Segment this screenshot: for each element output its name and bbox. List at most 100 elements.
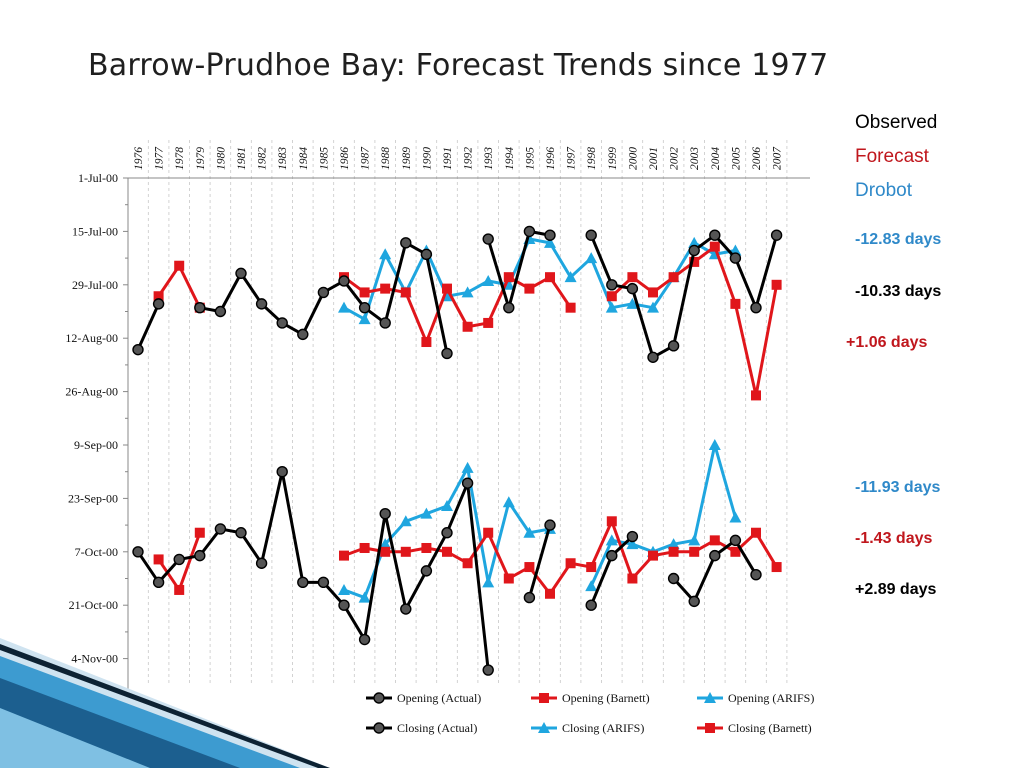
legend-swatch-marker	[373, 722, 385, 734]
y-tick-label: 21-Oct-00	[69, 598, 118, 612]
data-point	[545, 588, 555, 599]
data-point	[461, 461, 474, 473]
legend-swatch-marker	[539, 693, 549, 703]
series-line	[486, 229, 551, 310]
y-tick-label: 26-Aug-00	[65, 385, 118, 399]
data-point	[709, 549, 721, 562]
x-tick-label: 1999	[607, 147, 619, 170]
data-point	[647, 301, 659, 313]
data-point	[523, 591, 536, 604]
y-tick-label: 23-Sep-00	[68, 491, 118, 505]
x-tick-label: 1992	[463, 147, 475, 170]
data-point	[523, 526, 536, 538]
data-point	[729, 534, 742, 547]
data-point	[338, 275, 350, 287]
data-point	[276, 317, 288, 329]
legend-entry: Closing (Actual)	[366, 721, 477, 735]
data-point	[462, 321, 473, 332]
legend-entry: Closing (ARIFS)	[531, 721, 644, 735]
data-point	[626, 538, 639, 550]
data-point	[751, 527, 761, 538]
data-point	[194, 527, 205, 538]
x-tick-label: 1989	[401, 147, 413, 170]
legend-swatch-marker	[538, 722, 550, 733]
series-closing-actual-	[132, 466, 762, 676]
series-line	[589, 233, 779, 359]
data-point	[605, 534, 618, 546]
data-point	[627, 272, 638, 283]
data-point	[421, 542, 432, 553]
data-point	[380, 546, 391, 557]
x-tick-label: 2002	[669, 147, 681, 170]
data-point	[420, 248, 433, 260]
data-point	[503, 573, 514, 584]
data-point	[358, 633, 371, 646]
data-point	[483, 317, 494, 328]
data-point	[379, 317, 391, 329]
data-point	[585, 580, 598, 592]
x-tick-label: 1981	[236, 147, 248, 170]
data-point	[421, 337, 432, 348]
y-tick-label: 12-Aug-00	[65, 331, 118, 345]
series-line	[610, 245, 779, 397]
data-point	[214, 305, 227, 318]
legend-label: Closing (Actual)	[397, 721, 477, 735]
axis-layer: 1976 1977 1978 1979 1980 1981 1982 1983 1984 1985…	[65, 146, 810, 706]
data-point	[586, 562, 597, 573]
data-point	[483, 527, 494, 538]
data-point	[626, 297, 639, 309]
corner-decoration	[0, 638, 330, 768]
legend-label: Opening (Barnett)	[562, 691, 650, 705]
data-point	[667, 572, 680, 585]
data-point	[565, 558, 576, 569]
data-point	[585, 599, 597, 611]
data-point	[647, 351, 659, 363]
data-point	[338, 583, 350, 595]
data-point	[708, 439, 721, 450]
y-tick-label: 9-Sep-00	[74, 438, 118, 452]
legend-entry: Opening (Actual)	[366, 691, 481, 705]
data-point	[379, 507, 391, 520]
data-point	[606, 549, 618, 562]
data-point	[379, 248, 392, 260]
legend-label: Closing (ARIFS)	[562, 721, 644, 735]
series-line	[199, 241, 449, 354]
data-point	[358, 591, 371, 603]
data-point	[606, 516, 617, 527]
legend-swatch-marker	[373, 692, 385, 704]
slide-title: Barrow-Prudhoe Bay: Forecast Trends sinc…	[88, 48, 829, 83]
data-point	[132, 546, 144, 558]
x-tick-label: 1997	[566, 146, 578, 170]
data-point	[380, 283, 391, 294]
x-tick-label: 1988	[380, 147, 392, 170]
data-point	[317, 286, 330, 299]
data-point	[442, 546, 452, 557]
data-point	[627, 573, 638, 584]
legend-label: Opening (Actual)	[397, 691, 481, 705]
x-tick-label: 2006	[751, 147, 763, 170]
data-point	[503, 272, 514, 283]
data-point	[545, 272, 555, 283]
data-point	[709, 229, 721, 241]
data-point	[626, 282, 639, 295]
x-tick-label: 1993	[483, 147, 495, 170]
data-point	[482, 233, 494, 245]
data-point	[503, 301, 515, 314]
data-point	[648, 287, 658, 298]
data-point	[750, 301, 762, 314]
data-point	[173, 553, 185, 566]
data-point	[339, 550, 349, 561]
x-tick-label: 1979	[195, 147, 207, 170]
legend-entry: Opening (ARIFS)	[697, 691, 814, 705]
data-point	[585, 229, 597, 241]
data-point	[174, 584, 185, 595]
data-point	[667, 538, 680, 550]
legend-entry: Closing (Barnett)	[697, 721, 812, 735]
data-point	[544, 229, 556, 241]
data-point	[359, 542, 370, 553]
x-tick-label: 1986	[339, 147, 351, 170]
x-tick-label: 1984	[298, 147, 310, 170]
x-tick-label: 1991	[442, 147, 454, 170]
data-point	[523, 225, 536, 238]
data-point	[482, 664, 494, 676]
